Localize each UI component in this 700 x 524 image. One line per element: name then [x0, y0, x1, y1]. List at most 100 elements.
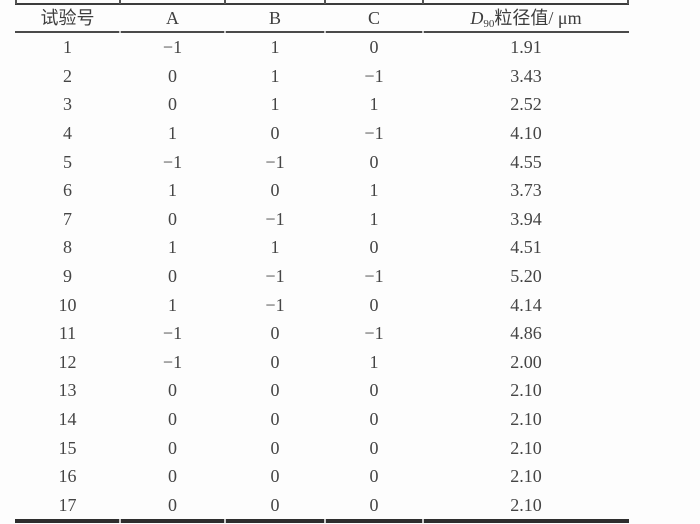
table-row: 12 −1 0 1 2.00: [15, 348, 629, 377]
table-cell: −1: [265, 266, 285, 287]
table-cell: −1: [265, 208, 285, 229]
table-header-rule: [15, 31, 629, 33]
table-row: 11 −1 0 −1 4.86: [15, 319, 629, 348]
table-cell: 0: [369, 409, 379, 430]
header-factor-b: B: [268, 8, 281, 28]
table-cell: −1: [364, 65, 384, 86]
rule-gap: [324, 31, 326, 33]
table-cell: 0: [168, 437, 177, 458]
table-cell: 2.10: [510, 494, 542, 515]
d90-symbol: D: [470, 8, 484, 28]
rule-gap: [422, 31, 424, 33]
table-cell: 0: [168, 266, 177, 287]
table-cell: −1: [162, 37, 183, 58]
table-cell: 0: [270, 409, 280, 430]
table-row: 8 1 1 0 4.51: [15, 233, 629, 262]
table-cell: 1: [270, 65, 280, 86]
table-cell: 1: [168, 123, 177, 144]
table-cell: 0: [369, 237, 379, 258]
rule-gap: [119, 31, 121, 33]
rule-tick: [15, 0, 17, 4]
table-cell: −1: [162, 351, 183, 372]
table-cell: 0: [168, 208, 177, 229]
table-cell: 0: [369, 294, 379, 315]
table-cell: 11: [58, 323, 77, 344]
table-cell: 2.10: [510, 380, 542, 401]
header-d90-particle-size: D90粒径值/ μm: [423, 8, 629, 30]
table-header-row: 试验号 A B C D90粒径值/ μm: [15, 5, 629, 31]
table-cell: −1: [265, 294, 285, 315]
table-row: 14 0 0 0 2.10: [15, 405, 629, 434]
table-cell: 0: [369, 437, 379, 458]
table-cell: 1: [63, 37, 72, 58]
table-top-rule: [15, 0, 629, 5]
table-cell: 0: [369, 380, 379, 401]
table-cell: 14: [58, 409, 77, 430]
d90-subscript: 90: [483, 18, 495, 30]
table-cell: 16: [58, 466, 77, 487]
table-cell: 1: [270, 37, 280, 58]
table-cell: 0: [270, 437, 280, 458]
table-cell: 10: [58, 294, 77, 315]
rule-gap: [224, 31, 226, 33]
d90-unit-label: 粒径值/ μm: [494, 8, 582, 28]
table-cell: 1: [369, 208, 379, 229]
table-cell: 4.86: [510, 323, 542, 344]
rule-tick: [324, 0, 326, 4]
table-row: 2 0 1 −1 3.43: [15, 62, 629, 91]
table-cell: 15: [58, 437, 77, 458]
table-cell: 0: [270, 351, 280, 372]
table-cell: 2.10: [510, 466, 542, 487]
table-cell: 0: [369, 151, 379, 172]
table-cell: 17: [58, 494, 77, 515]
rule-tick: [422, 0, 424, 4]
table-cell: 1: [369, 351, 379, 372]
header-factor-c: C: [367, 8, 380, 28]
table-cell: 4.51: [510, 237, 542, 258]
table-cell: 3.43: [510, 65, 542, 86]
table-cell: 0: [168, 65, 177, 86]
table-cell: 0: [270, 323, 280, 344]
table-cell: 2: [63, 65, 72, 86]
table-cell: 0: [369, 494, 379, 515]
table-cell: 1.91: [510, 37, 542, 58]
table-row: 15 0 0 0 2.10: [15, 433, 629, 462]
table-cell: 1: [168, 294, 177, 315]
table-cell: 0: [168, 409, 177, 430]
table-row: 17 0 0 0 2.10: [15, 491, 629, 520]
table-cell: 1: [168, 180, 177, 201]
table-cell: −1: [364, 266, 384, 287]
rule-tick: [224, 0, 226, 4]
table-cell: −1: [364, 323, 384, 344]
table-cell: 1: [369, 180, 379, 201]
table-cell: 2.00: [510, 351, 542, 372]
rule-gap: [119, 519, 121, 524]
table-cell: 0: [270, 494, 280, 515]
table-row: 7 0 −1 1 3.94: [15, 205, 629, 234]
rule-tick: [119, 0, 121, 4]
table-row: 10 1 −1 0 4.14: [15, 290, 629, 319]
table-row: 6 1 0 1 3.73: [15, 176, 629, 205]
table-cell: 4.10: [510, 123, 542, 144]
rule-tick: [627, 0, 629, 4]
table-cell: 12: [58, 351, 77, 372]
table-cell: 1: [168, 237, 177, 258]
table-row: 9 0 −1 −1 5.20: [15, 262, 629, 291]
rule-gap: [324, 519, 326, 524]
table-cell: 7: [63, 208, 72, 229]
table-cell: −1: [162, 151, 183, 172]
table-cell: −1: [162, 323, 183, 344]
table-cell: 1: [369, 94, 379, 115]
table-cell: 0: [168, 494, 177, 515]
table-cell: 5: [63, 151, 72, 172]
table-cell: 0: [168, 380, 177, 401]
table-row: 16 0 0 0 2.10: [15, 462, 629, 491]
table-cell: 3: [63, 94, 72, 115]
table-cell: 2.52: [510, 94, 542, 115]
table-cell: 4.55: [510, 151, 542, 172]
table-row: 4 1 0 −1 4.10: [15, 119, 629, 148]
table-row: 5 −1 −1 0 4.55: [15, 147, 629, 176]
table-cell: 0: [270, 380, 280, 401]
table-row: 3 0 1 1 2.52: [15, 90, 629, 119]
